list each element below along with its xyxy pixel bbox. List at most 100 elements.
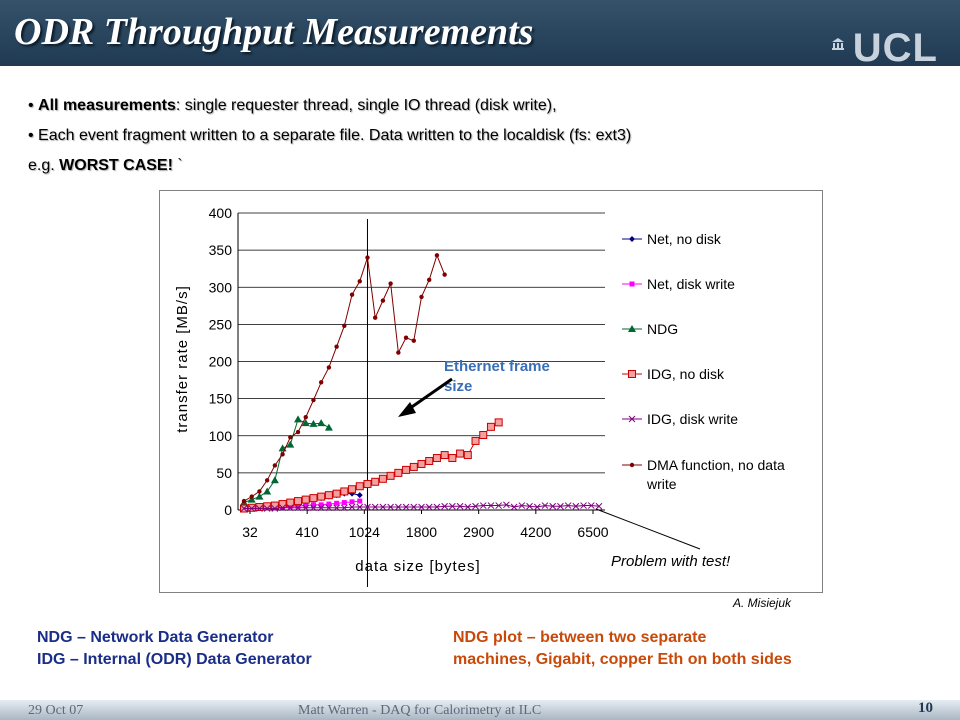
x-tick-label: 4200: [520, 524, 551, 540]
data-point: [326, 365, 332, 370]
y-tick-label: 50: [216, 465, 232, 481]
data-point: [463, 451, 472, 460]
data-point: [247, 495, 256, 503]
data-point: [386, 471, 395, 480]
data-point: [371, 503, 379, 511]
definition-ndg: NDG – Network Data Generator: [37, 629, 274, 646]
legend-label: Net, no disk: [647, 231, 722, 247]
y-axis-label: transfer rate [MB/s]: [174, 285, 191, 433]
data-point: [340, 487, 349, 496]
y-tick-label: 200: [209, 354, 233, 370]
y-tick-label: 250: [209, 316, 233, 332]
legend-label: Net, disk write: [647, 276, 735, 292]
data-point: [479, 502, 487, 509]
y-tick-label: 100: [209, 428, 233, 444]
data-point: [248, 505, 256, 512]
data-point: [270, 476, 279, 484]
data-point: [334, 344, 339, 349]
x-tick-label: 410: [295, 524, 319, 540]
data-point: [380, 298, 386, 303]
page-number: 10: [918, 700, 933, 716]
data-point: [279, 504, 286, 512]
series-2: [240, 415, 333, 506]
ucl-portico-icon: [832, 38, 844, 50]
data-point: [629, 462, 635, 468]
data-point: [303, 503, 309, 509]
data-point: [294, 415, 303, 423]
data-point: [417, 459, 426, 468]
data-point: [249, 494, 254, 499]
data-point: [486, 422, 495, 431]
data-point: [572, 502, 580, 510]
data-point: [379, 503, 387, 511]
data-point: [318, 380, 324, 385]
data-point: [286, 498, 295, 507]
definition-idg: IDG – Internal (ODR) Data Generator: [37, 651, 312, 668]
data-point: [433, 503, 441, 511]
data-point: [541, 502, 549, 509]
data-point: [349, 292, 355, 297]
data-point: [479, 431, 488, 440]
data-point: [533, 503, 541, 511]
y-tick-label: 400: [209, 205, 233, 221]
data-point: [272, 463, 278, 468]
y-tick-label: 350: [209, 242, 233, 258]
ethernet-frame-annotation: Ethernet frame size: [444, 358, 550, 395]
data-point: [295, 503, 301, 509]
data-point: [371, 477, 380, 486]
eg-bold: WORST CASE!: [59, 157, 173, 174]
data-point: [340, 504, 348, 512]
data-point: [557, 502, 564, 510]
data-point: [263, 502, 272, 511]
data-point: [449, 502, 456, 510]
data-point: [356, 503, 364, 511]
data-point: [387, 503, 394, 511]
data-point: [402, 503, 410, 511]
eg-prefix: e.g.: [28, 157, 60, 174]
data-point: [271, 505, 279, 512]
data-point: [518, 502, 526, 509]
data-point: [294, 497, 303, 506]
data-point: [394, 503, 402, 511]
x-tick-label: 32: [242, 524, 258, 540]
data-point: [595, 502, 603, 510]
data-point: [280, 452, 285, 457]
series-3: [240, 418, 503, 513]
data-point: [364, 503, 371, 511]
data-point: [365, 255, 370, 260]
data-point: [286, 440, 295, 448]
data-point: [309, 419, 318, 427]
data-point: [425, 456, 434, 465]
data-point: [311, 397, 316, 403]
eg-line: e.g. WORST CASE! `: [28, 155, 631, 185]
data-point: [256, 505, 263, 512]
data-point: [419, 294, 424, 300]
data-point: [255, 492, 264, 500]
bullet-1-text: : single requester thread, single IO thr…: [175, 97, 557, 114]
data-point: [427, 277, 432, 283]
legend-label: NDG: [647, 321, 678, 337]
data-point: [628, 325, 636, 332]
data-point: [286, 504, 294, 512]
data-point: [334, 500, 340, 506]
data-point: [357, 498, 363, 504]
data-point: [629, 236, 635, 242]
data-point: [301, 495, 310, 504]
data-point: [442, 272, 447, 277]
data-point: [326, 501, 332, 507]
data-point: [288, 435, 293, 440]
data-point: [472, 502, 479, 510]
data-point: [409, 462, 418, 471]
throughput-chart: 0 50 100 150 200 250 300 350 400 32 410 1024 1800 29…: [174, 205, 785, 587]
data-point: [317, 419, 326, 427]
data-point: [526, 502, 533, 510]
data-point: [294, 504, 302, 512]
data-point: [264, 478, 270, 483]
chart-frame: 0 50 100 150 200 250 300 350 400 32 410 1024 1800 29…: [159, 190, 823, 593]
data-point: [363, 480, 372, 489]
data-point: [396, 350, 401, 355]
legend-label: IDG, no disk: [647, 366, 725, 382]
data-point: [357, 279, 362, 284]
x-tick-label: 1024: [349, 524, 380, 540]
bullet-1-bold: All measurements: [38, 97, 176, 114]
